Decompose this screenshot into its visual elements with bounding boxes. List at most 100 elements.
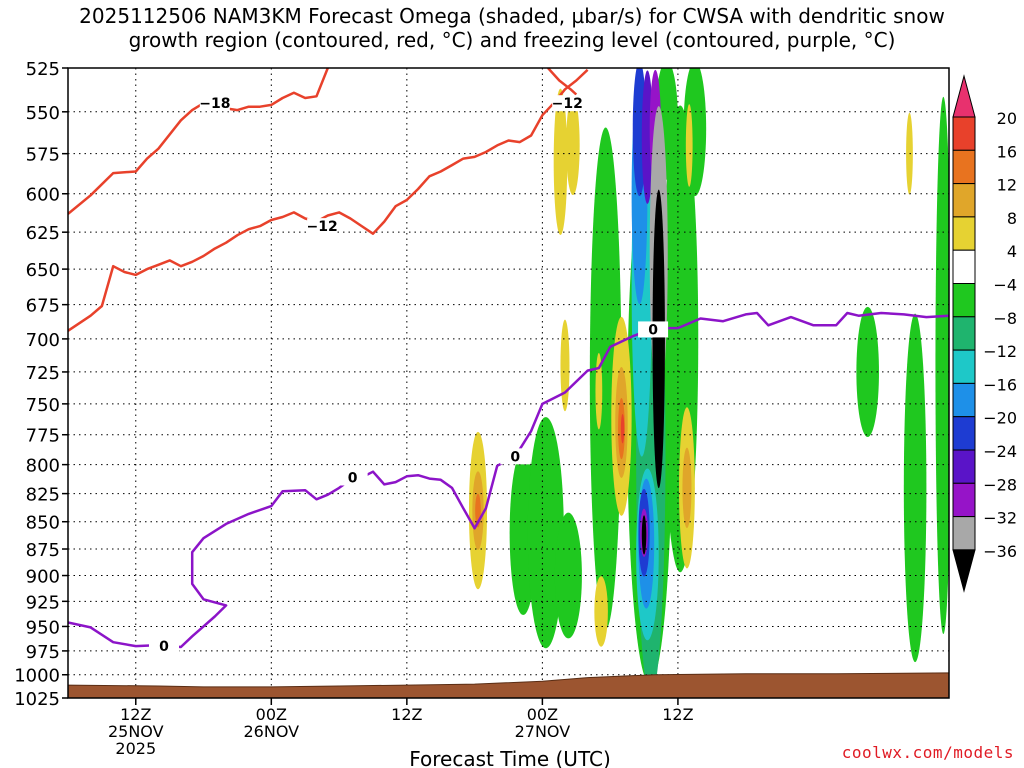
colorbar-label-6: −8 bbox=[993, 309, 1017, 328]
colorbar-box-4 bbox=[952, 216, 976, 251]
omega-yellow-4 bbox=[594, 576, 608, 647]
omega-yellow-9 bbox=[685, 104, 693, 187]
colorbar-label-1: 16 bbox=[997, 142, 1017, 161]
contour-label-minus12-bg bbox=[307, 218, 338, 235]
colorbar-label-12: −32 bbox=[983, 509, 1017, 528]
colorbar-box-6 bbox=[952, 283, 976, 318]
colorbar-label-10: −24 bbox=[983, 442, 1017, 461]
omega-green-far bbox=[903, 313, 927, 663]
y-tick-label-1025: 1025 bbox=[14, 689, 60, 710]
omega-green-right bbox=[856, 306, 879, 437]
credit-text: coolwx.com/models bbox=[841, 743, 1014, 762]
colorbar-label-11: −28 bbox=[983, 475, 1017, 494]
omega-yellow-10 bbox=[906, 112, 913, 195]
chart-title-line1: 2025112506 NAM3KM Forecast Omega (shaded… bbox=[79, 4, 945, 28]
y-tick-label-875: 875 bbox=[26, 540, 60, 561]
colorbar-arrow-top bbox=[952, 74, 976, 118]
contour-label-zero-3: 0 bbox=[510, 449, 520, 465]
contour-label-zero-4: 0 bbox=[648, 322, 658, 338]
chart-title: 2025112506 NAM3KM Forecast Omega (shaded… bbox=[0, 4, 1024, 52]
grid-lines bbox=[68, 68, 949, 698]
y-tick-label-725: 725 bbox=[26, 363, 60, 384]
omega-gold-3 bbox=[682, 447, 692, 529]
x-tick-label-24-1: 00Z bbox=[256, 705, 287, 724]
contour-line-4 bbox=[68, 311, 949, 649]
y-tick-label-825: 825 bbox=[26, 485, 60, 506]
plot-area bbox=[68, 68, 949, 698]
y-tick-label-900: 900 bbox=[26, 567, 60, 588]
x-axis-label: Forecast Time (UTC) bbox=[409, 747, 611, 768]
colorbar: 20 16 12 8 4 −4 −8 −12 −16 −20 −24 −28 −32 −36 bbox=[952, 74, 1017, 593]
colorbar-label-4: 4 bbox=[1007, 242, 1017, 261]
y-axis: 525 550 575 600 625 650 675 700 725 750 775 800 825 8… bbox=[14, 59, 68, 710]
y-tick-label-525: 525 bbox=[26, 59, 60, 80]
x-tick-label-48-1: 00Z bbox=[527, 705, 558, 724]
contour-label-minus18-bg bbox=[199, 95, 230, 112]
isotherm-contours: −18 −12 −12 0 0 0 0 bbox=[68, 68, 949, 655]
y-tick-label-925: 925 bbox=[26, 592, 60, 613]
x-tick-label-12-1: 12Z bbox=[120, 705, 151, 724]
y-tick-label-950: 950 bbox=[26, 617, 60, 638]
colorbar-arrow-bottom bbox=[952, 549, 976, 593]
x-tick-label-48-2: 27NOV bbox=[515, 722, 571, 741]
y-tick-label-850: 850 bbox=[26, 513, 60, 534]
colorbar-label-0: 20 bbox=[997, 109, 1017, 128]
contour-label-minus12-upper: −12 bbox=[552, 96, 583, 112]
y-tick-label-700: 700 bbox=[26, 330, 60, 351]
omega-green-low-3 bbox=[554, 512, 582, 639]
colorbar-label-2: 12 bbox=[997, 176, 1017, 195]
x-tick-label-12-2: 25NOV bbox=[108, 722, 164, 741]
x-tick-label-60-1: 12Z bbox=[662, 705, 693, 724]
colorbar-box-7 bbox=[952, 316, 976, 351]
colorbar-label-5: −4 bbox=[993, 276, 1017, 295]
y-tick-label-575: 575 bbox=[26, 145, 60, 166]
y-tick-label-600: 600 bbox=[26, 185, 60, 206]
omega-black-core bbox=[652, 189, 665, 489]
omega-green-edge bbox=[935, 96, 949, 634]
terrain-fill bbox=[68, 672, 949, 698]
plot-frame bbox=[67, 67, 950, 699]
colorbar-box-12 bbox=[952, 482, 976, 518]
colorbar-box-3 bbox=[952, 183, 976, 218]
x-tick-label-12-3: 2025 bbox=[115, 739, 156, 758]
contour-line-2 bbox=[547, 68, 578, 96]
omega-shading bbox=[468, 68, 949, 697]
omega-yellow-6 bbox=[553, 88, 568, 236]
contour-label-zero-4-bg bbox=[638, 321, 669, 338]
x-tick-label-36-1: 12Z bbox=[391, 705, 422, 724]
contour-label-zero-2: 0 bbox=[348, 470, 358, 486]
chart-title-line2: growth region (contoured, red, °C) and f… bbox=[128, 28, 896, 52]
omega-yellow-7 bbox=[560, 319, 570, 412]
omega-green-low-2 bbox=[527, 417, 564, 649]
contour-label-zero-2-bg bbox=[337, 469, 368, 486]
omega-green-plume-1 bbox=[589, 127, 622, 630]
y-tick-label-675: 675 bbox=[26, 296, 60, 317]
colorbar-box-1 bbox=[952, 116, 976, 151]
colorbar-box-5 bbox=[952, 249, 976, 284]
omega-black-low bbox=[641, 515, 647, 555]
ground-terrain bbox=[68, 672, 949, 698]
colorbar-box-10 bbox=[952, 416, 976, 451]
colorbar-box-13 bbox=[952, 516, 976, 551]
colorbar-box-8 bbox=[952, 349, 976, 384]
y-tick-label-1000: 1000 bbox=[14, 666, 60, 687]
y-tick-label-975: 975 bbox=[26, 642, 60, 663]
contour-label-zero-1: 0 bbox=[159, 639, 169, 655]
colorbar-label-8: −16 bbox=[983, 375, 1017, 394]
y-tick-label-775: 775 bbox=[26, 426, 60, 447]
y-tick-label-650: 650 bbox=[26, 260, 60, 281]
y-tick-label-800: 800 bbox=[26, 456, 60, 477]
contour-label-minus12-upper-bg bbox=[552, 95, 583, 112]
contour-line-3 bbox=[68, 68, 589, 332]
colorbar-label-13: −36 bbox=[983, 542, 1017, 561]
contour-label-minus18: −18 bbox=[199, 96, 230, 112]
x-tick-label-24-2: 26NOV bbox=[244, 722, 300, 741]
omega-red-2 bbox=[620, 413, 625, 444]
contour-label-minus12: −12 bbox=[307, 219, 338, 235]
y-tick-label-750: 750 bbox=[26, 395, 60, 416]
y-tick-label-625: 625 bbox=[26, 223, 60, 244]
contour-label-zero-3-bg bbox=[500, 448, 531, 465]
omega-yellow-5 bbox=[566, 95, 580, 196]
